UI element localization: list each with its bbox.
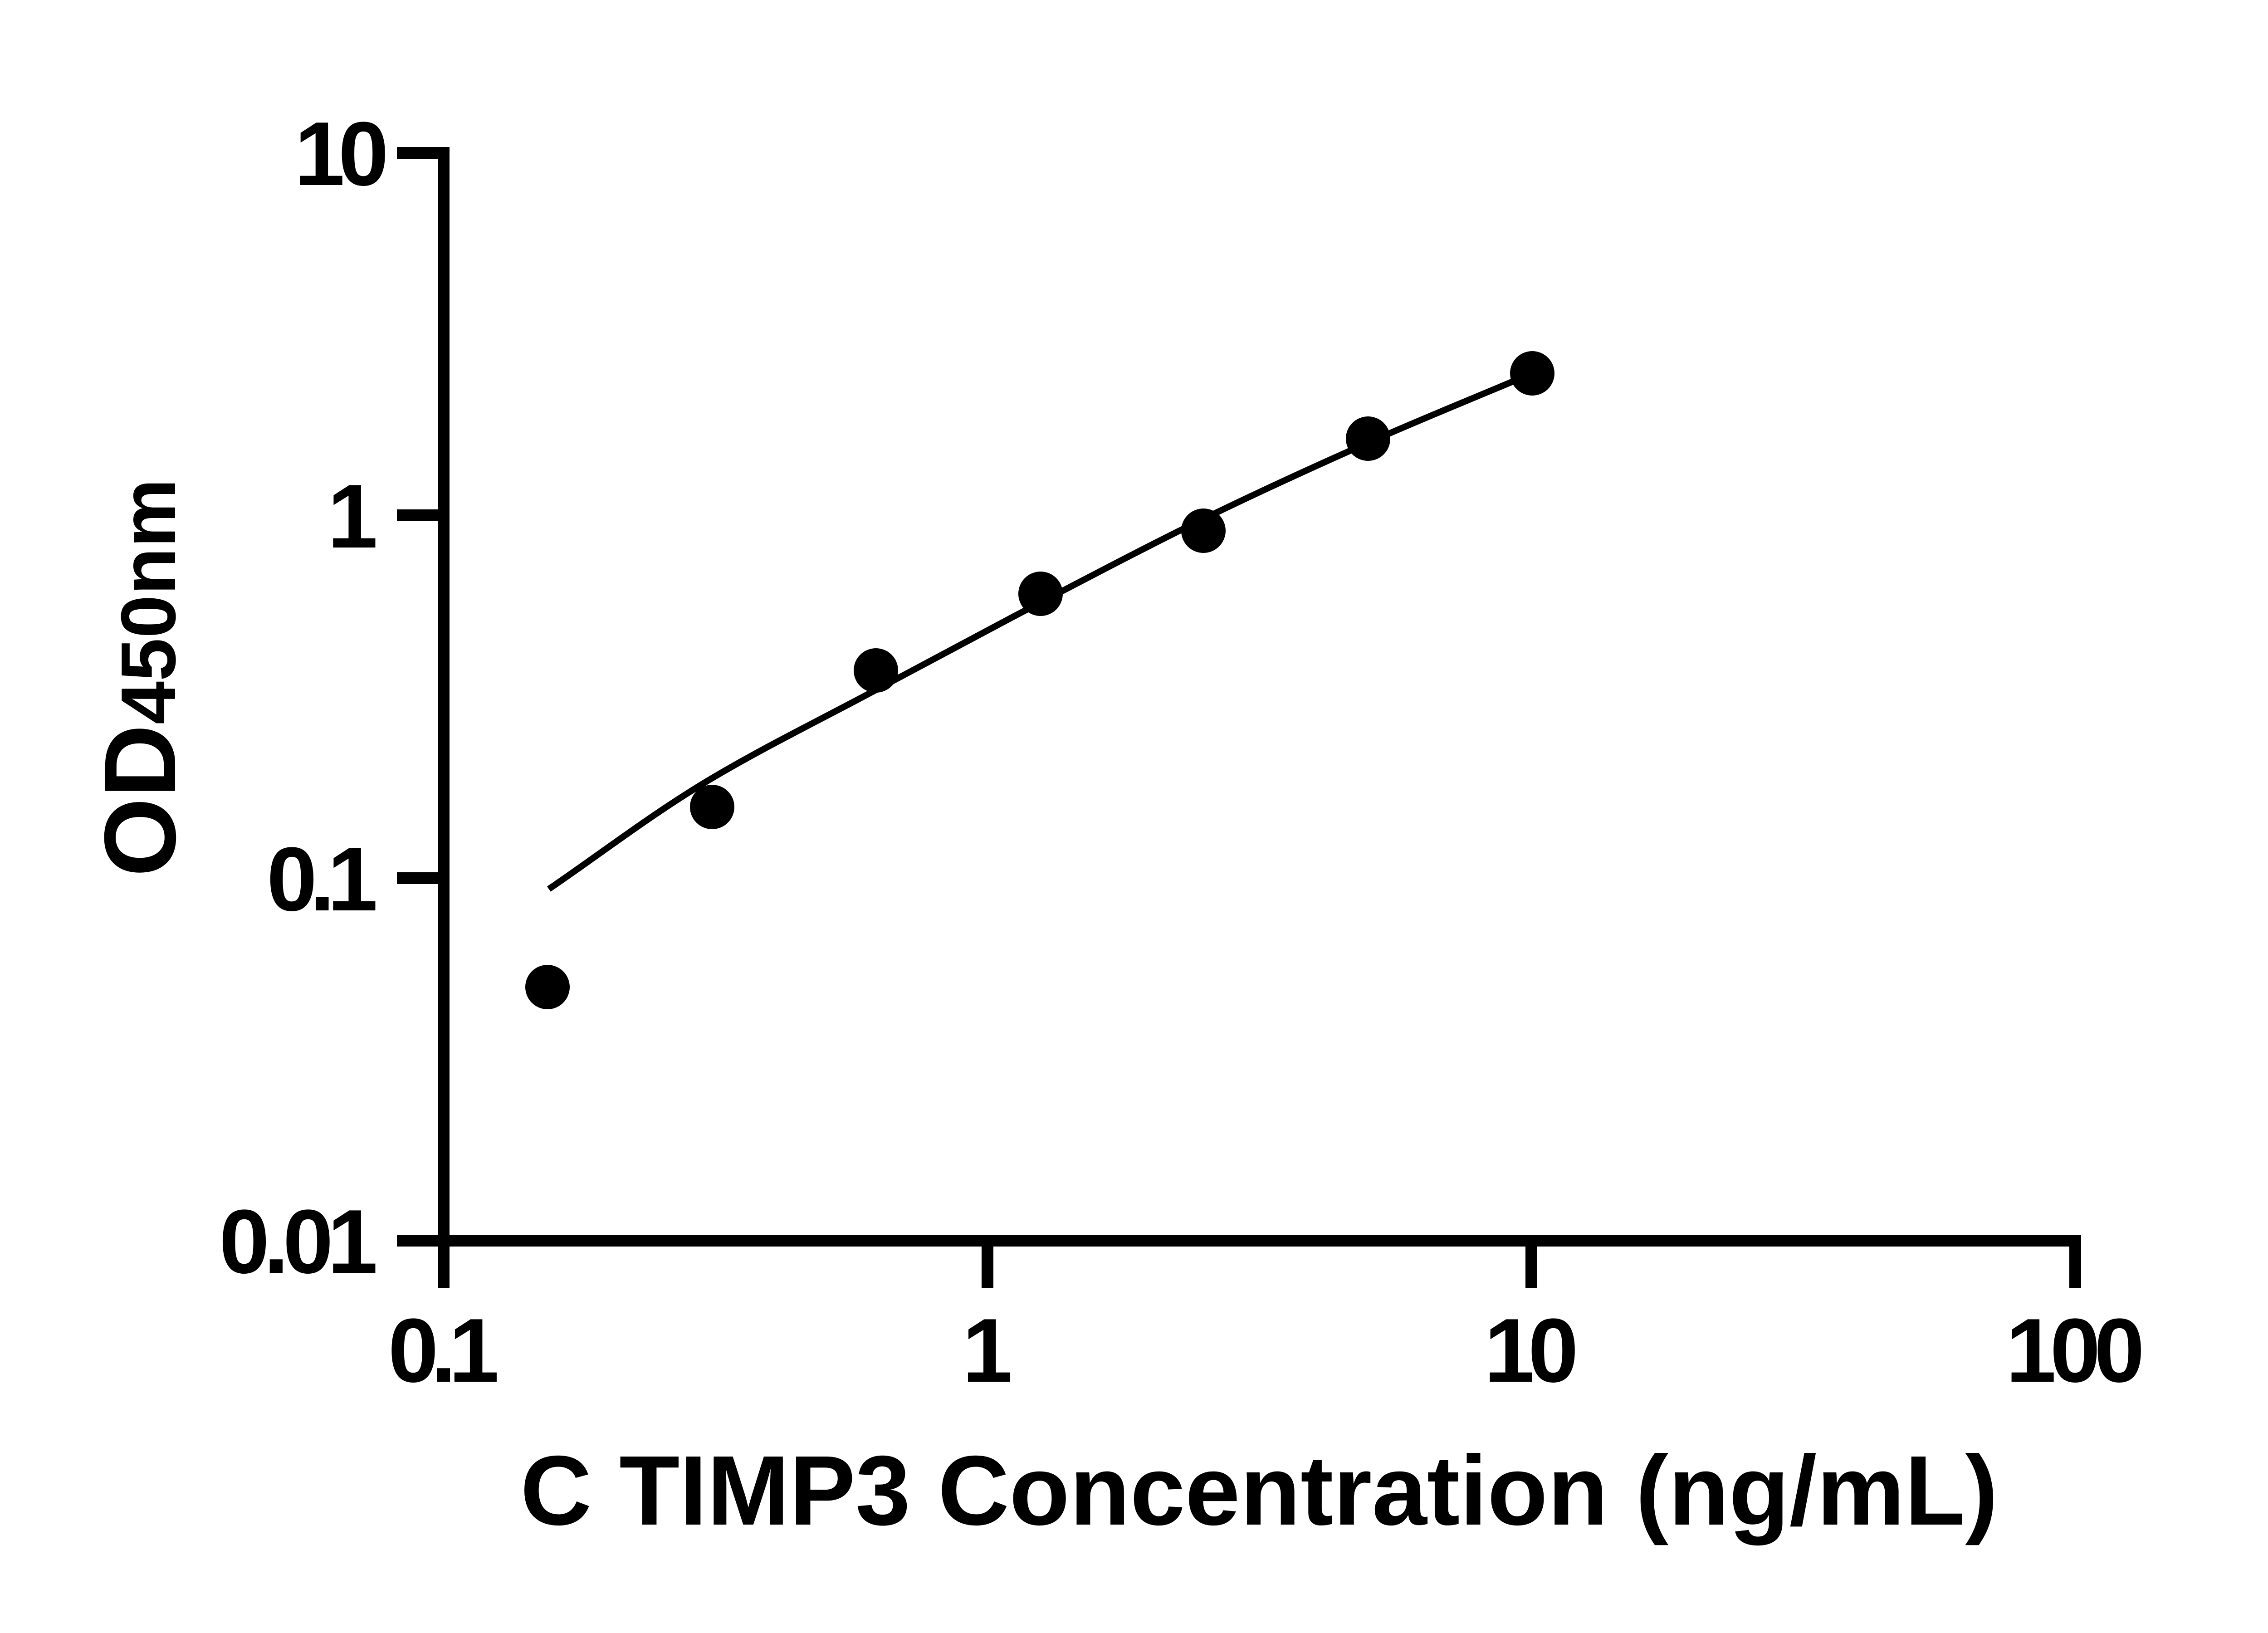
- svg-text:10: 10: [294, 103, 389, 205]
- svg-text:1: 1: [962, 1300, 1012, 1401]
- svg-text:100: 100: [2006, 1300, 2145, 1401]
- svg-text:C TIMP3 Concentration (ng/mL): C TIMP3 Concentration (ng/mL): [520, 1436, 1998, 1546]
- svg-text:0.01: 0.01: [219, 1191, 378, 1292]
- svg-text:0.1: 0.1: [388, 1300, 499, 1401]
- svg-text:10: 10: [1484, 1300, 1579, 1401]
- svg-text:0.1: 0.1: [267, 829, 378, 930]
- svg-text:1: 1: [327, 466, 378, 567]
